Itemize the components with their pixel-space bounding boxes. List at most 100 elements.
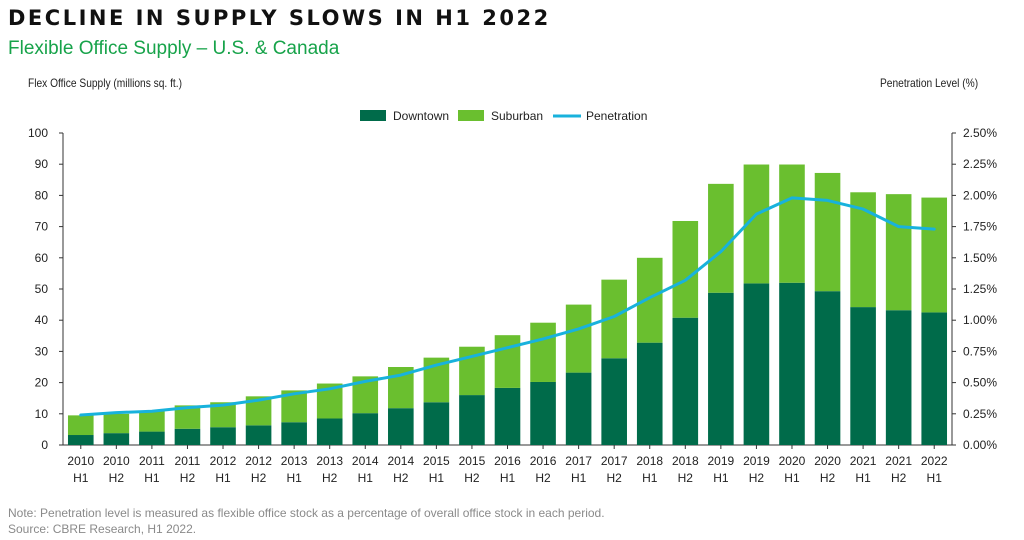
x-tick-label-half: H2 bbox=[607, 471, 623, 485]
x-tick-label-year: 2015 bbox=[423, 454, 450, 468]
x-tick-label-year: 2016 bbox=[530, 454, 557, 468]
bar-suburban bbox=[672, 220, 699, 318]
x-tick-label-year: 2020 bbox=[779, 454, 806, 468]
right-axis-title: Penetration Level (%) bbox=[880, 76, 979, 90]
x-tick-label-half: H1 bbox=[927, 471, 943, 485]
bar-downtown bbox=[850, 307, 876, 445]
bar-downtown bbox=[779, 282, 805, 445]
left-axis-title: Flex Office Supply (millions sq. ft.) bbox=[28, 76, 182, 90]
x-tick-label-year: 2012 bbox=[210, 454, 237, 468]
x-tick-label-half: H1 bbox=[73, 471, 89, 485]
x-tick-label-half: H2 bbox=[464, 471, 480, 485]
bar-downtown bbox=[921, 312, 948, 445]
right-tick-label: 0.00% bbox=[963, 438, 997, 452]
bar-downtown bbox=[672, 317, 699, 445]
bar-suburban bbox=[636, 257, 663, 343]
bar-suburban bbox=[708, 183, 734, 293]
bar-suburban bbox=[530, 322, 556, 382]
x-tick-label-year: 2015 bbox=[459, 454, 486, 468]
chart-area: 0 10 20 30 40 50 60 70 80 90 100 0.00% 0.25% 0.50% 0.7… bbox=[28, 109, 997, 485]
x-tick-label-half: H2 bbox=[820, 471, 836, 485]
left-tick-label: 50 bbox=[35, 282, 49, 296]
bar-suburban bbox=[103, 413, 130, 434]
legend-label-penetration: Penetration bbox=[586, 109, 647, 123]
bar-downtown bbox=[352, 413, 379, 445]
x-tick-label-half: H2 bbox=[891, 471, 907, 485]
bar-downtown bbox=[423, 402, 450, 445]
x-tick-label-year: 2014 bbox=[387, 454, 414, 468]
x-tick-label-half: H1 bbox=[144, 471, 160, 485]
bar-downtown bbox=[281, 422, 307, 445]
right-tick-label: 2.00% bbox=[963, 188, 997, 202]
x-tick-label-year: 2012 bbox=[245, 454, 272, 468]
chart-subtitle: Flexible Office Supply – U.S. & Canada bbox=[8, 38, 340, 59]
x-tick-label-half: H1 bbox=[500, 471, 516, 485]
bar-downtown bbox=[103, 433, 130, 445]
x-tick-label-year: 2014 bbox=[352, 454, 379, 468]
bar-downtown bbox=[743, 283, 770, 445]
bar-downtown bbox=[316, 418, 343, 445]
bar-suburban bbox=[494, 335, 521, 388]
left-tick-label: 20 bbox=[35, 376, 49, 390]
bar-downtown bbox=[174, 428, 201, 445]
bar-suburban bbox=[850, 192, 876, 308]
x-tick-label-half: H1 bbox=[286, 471, 302, 485]
right-tick-label: 0.50% bbox=[963, 376, 997, 390]
x-tick-label-half: H2 bbox=[678, 471, 694, 485]
x-tick-label-year: 2016 bbox=[494, 454, 521, 468]
bar-suburban bbox=[139, 410, 165, 432]
bar-downtown bbox=[814, 291, 841, 445]
source-note: Source: CBRE Research, H1 2022. bbox=[8, 522, 197, 536]
x-tick-label-year: 2019 bbox=[743, 454, 770, 468]
bar-suburban bbox=[565, 304, 592, 373]
bar-suburban bbox=[174, 405, 201, 429]
x-tick-label-half: H2 bbox=[251, 471, 267, 485]
legend-swatch-downtown bbox=[360, 110, 386, 121]
right-tick-label: 1.75% bbox=[963, 220, 997, 234]
right-tick-label: 1.25% bbox=[963, 282, 997, 296]
x-tick-label-year: 2017 bbox=[565, 454, 592, 468]
bar-downtown bbox=[565, 372, 592, 445]
x-tick-label-half: H1 bbox=[358, 471, 374, 485]
bar-suburban bbox=[814, 172, 841, 292]
x-tick-label-year: 2010 bbox=[67, 454, 94, 468]
legend-label-suburban: Suburban bbox=[491, 109, 543, 123]
right-tick-label: 2.50% bbox=[963, 126, 997, 140]
bar-downtown bbox=[139, 431, 165, 445]
right-tick-label: 1.00% bbox=[963, 313, 997, 327]
bar-suburban bbox=[921, 197, 948, 313]
right-tick-label: 0.25% bbox=[963, 407, 997, 421]
bar-downtown bbox=[601, 358, 627, 445]
x-tick-label-half: H1 bbox=[855, 471, 871, 485]
bar-downtown bbox=[67, 435, 94, 445]
left-tick-label: 10 bbox=[35, 407, 49, 421]
x-tick-label-half: H1 bbox=[642, 471, 658, 485]
bar-downtown bbox=[636, 342, 663, 445]
bar-suburban bbox=[779, 164, 805, 283]
right-tick-label: 2.25% bbox=[963, 157, 997, 171]
x-tick-label-half: H2 bbox=[322, 471, 338, 485]
x-tick-label-year: 2011 bbox=[139, 454, 165, 468]
x-tick-label-half: H2 bbox=[393, 471, 409, 485]
legend-swatch-suburban bbox=[458, 110, 484, 121]
bar-suburban bbox=[67, 415, 94, 436]
bar-downtown bbox=[885, 310, 912, 445]
left-tick-label: 0 bbox=[41, 438, 48, 452]
right-tick-label: 0.75% bbox=[963, 344, 997, 358]
x-tick-label-half: H2 bbox=[180, 471, 196, 485]
x-tick-label-year: 2021 bbox=[885, 454, 912, 468]
x-tick-label-year: 2019 bbox=[708, 454, 735, 468]
x-tick-label-year: 2020 bbox=[814, 454, 841, 468]
bar-downtown bbox=[530, 381, 556, 445]
bar-downtown bbox=[245, 425, 272, 445]
x-tick-label-year: 2022 bbox=[921, 454, 948, 468]
bar-downtown bbox=[494, 387, 521, 445]
x-tick-label-year: 2013 bbox=[281, 454, 308, 468]
x-tick-label-year: 2018 bbox=[636, 454, 663, 468]
x-tick-label-half: H2 bbox=[535, 471, 551, 485]
x-tick-label-year: 2017 bbox=[601, 454, 628, 468]
left-tick-label: 40 bbox=[35, 313, 49, 327]
x-tick-label-half: H1 bbox=[571, 471, 587, 485]
x-tick-label-half: H1 bbox=[713, 471, 729, 485]
left-tick-label: 90 bbox=[35, 157, 49, 171]
